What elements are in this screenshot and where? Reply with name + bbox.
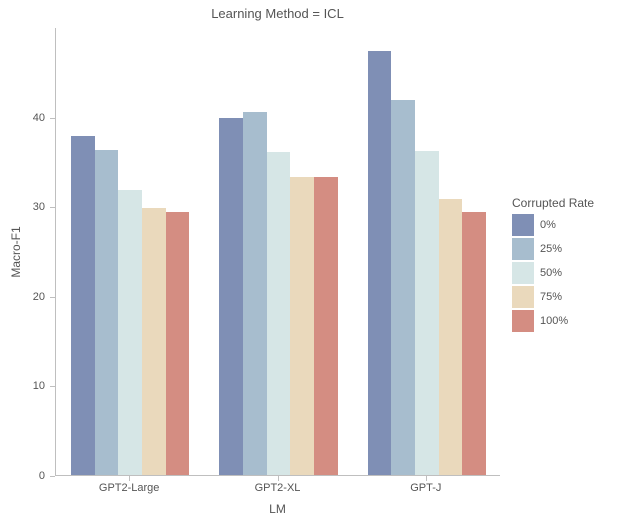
x-tick-mark <box>278 476 279 481</box>
y-tick-label: 10 <box>0 380 45 392</box>
legend-item: 25% <box>512 238 594 260</box>
y-tick-label: 40 <box>0 112 45 124</box>
y-tick-mark <box>50 476 55 477</box>
legend-label: 75% <box>540 291 562 303</box>
y-tick-label: 30 <box>0 201 45 213</box>
legend-swatch <box>512 262 534 284</box>
bar <box>267 152 291 475</box>
legend-label: 100% <box>540 315 568 327</box>
legend-label: 0% <box>540 219 556 231</box>
bar <box>439 199 463 475</box>
bar <box>95 150 119 475</box>
bar <box>391 100 415 475</box>
legend-swatch <box>512 238 534 260</box>
legend-title: Corrupted Rate <box>512 196 594 210</box>
legend: Corrupted Rate 0% 25% 50% 75% 100% <box>512 196 594 334</box>
legend-swatch <box>512 214 534 236</box>
x-tick-mark <box>129 476 130 481</box>
y-tick-mark <box>50 207 55 208</box>
y-tick-mark <box>50 297 55 298</box>
legend-swatch <box>512 310 534 332</box>
legend-item: 0% <box>512 214 594 236</box>
bar <box>118 190 142 475</box>
legend-label: 25% <box>540 243 562 255</box>
x-tick-label: GPT-J <box>410 482 441 494</box>
chart-title: Learning Method = ICL <box>55 6 500 21</box>
legend-label: 50% <box>540 267 562 279</box>
bar <box>368 51 392 475</box>
legend-swatch <box>512 286 534 308</box>
x-tick-mark <box>426 476 427 481</box>
x-axis-label: LM <box>269 502 286 516</box>
y-tick-label: 0 <box>0 470 45 482</box>
bar <box>142 208 166 475</box>
y-tick-mark <box>50 386 55 387</box>
bar <box>71 136 95 475</box>
legend-item: 100% <box>512 310 594 332</box>
x-tick-label: GPT2-XL <box>255 482 301 494</box>
bar <box>219 118 243 475</box>
plot-area <box>55 28 500 476</box>
x-tick-label: GPT2-Large <box>99 482 160 494</box>
bar <box>166 212 190 475</box>
bar <box>243 112 267 475</box>
bar <box>462 212 486 475</box>
legend-item: 75% <box>512 286 594 308</box>
y-axis-label: Macro-F1 <box>9 226 23 277</box>
y-tick-mark <box>50 118 55 119</box>
bar <box>290 177 314 475</box>
bar <box>415 151 439 475</box>
bar <box>314 177 338 475</box>
y-tick-label: 20 <box>0 291 45 303</box>
figure: Learning Method = ICL 0 10 20 30 40 GPT2-Lar… <box>0 0 636 526</box>
legend-item: 50% <box>512 262 594 284</box>
